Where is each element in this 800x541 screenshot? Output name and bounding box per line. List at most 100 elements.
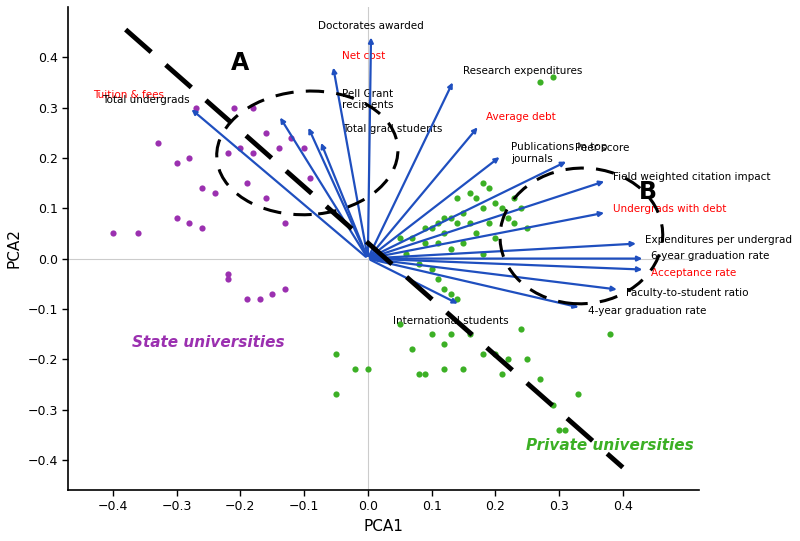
Point [222,149,234,157]
Point [330,390,342,399]
Point [209,189,222,197]
Point [240,294,253,303]
Point [457,209,470,217]
Point [285,134,298,142]
Point [419,224,432,233]
Text: Field weighted citation impact: Field weighted citation impact [614,172,770,182]
Point [534,78,546,87]
Point [438,214,450,223]
Point [425,265,438,273]
Text: Total undergrads: Total undergrads [102,95,190,105]
Point [246,149,259,157]
Point [470,194,482,202]
Point [604,330,617,339]
Point [406,234,419,243]
Text: Peer score: Peer score [575,143,630,153]
Point [438,229,450,237]
Y-axis label: PCA2: PCA2 [7,229,22,268]
Text: Expenditures per undergrad: Expenditures per undergrad [645,235,792,246]
Text: Research expenditures: Research expenditures [463,67,583,76]
Point [170,159,183,167]
Text: International students: International students [393,316,509,326]
Point [278,285,291,293]
Point [463,189,476,197]
Point [413,259,426,268]
Point [438,285,450,293]
Point [450,219,463,228]
Text: Total grad students: Total grad students [342,124,442,134]
Point [489,234,502,243]
Point [553,425,566,434]
Text: Average debt: Average debt [486,111,555,122]
Point [151,138,164,147]
Point [450,294,463,303]
Point [444,289,457,298]
Point [278,219,291,228]
Point [444,244,457,253]
Point [534,375,546,384]
Point [489,199,502,208]
Text: Faculty-to-student ratio: Faculty-to-student ratio [626,288,749,298]
Point [508,219,521,228]
Point [394,234,406,243]
Point [183,219,196,228]
Point [272,143,285,152]
Text: Net cost: Net cost [342,51,386,61]
Point [470,229,482,237]
Text: Publications in top
journals: Publications in top journals [511,142,608,164]
Point [196,224,209,233]
Point [572,390,585,399]
Point [222,269,234,278]
Text: Doctorates awarded: Doctorates awarded [318,21,424,31]
Point [246,103,259,112]
Point [495,204,508,213]
Point [196,184,209,193]
Point [419,370,432,379]
Point [304,174,317,182]
Point [476,249,489,258]
Point [463,330,476,339]
Point [508,194,521,202]
Point [259,128,272,137]
Point [406,345,419,353]
Point [431,219,444,228]
Text: Pell Grant
recipients: Pell Grant recipients [342,89,394,110]
Text: Private universities: Private universities [526,438,694,453]
Point [476,350,489,359]
Point [394,320,406,328]
Point [431,274,444,283]
Point [425,224,438,233]
Point [349,365,362,374]
Point [183,154,196,162]
Text: A: A [231,51,249,75]
Point [106,229,119,237]
Text: 4-year graduation rate: 4-year graduation rate [588,306,706,316]
Point [228,103,241,112]
Point [457,239,470,248]
Point [521,355,534,364]
Point [521,224,534,233]
X-axis label: PCA1: PCA1 [364,519,404,534]
Text: Tuition & fees: Tuition & fees [93,90,164,100]
Point [330,350,342,359]
Point [444,214,457,223]
Point [450,194,463,202]
Text: 6-year graduation rate: 6-year graduation rate [651,250,770,261]
Point [502,214,514,223]
Point [234,143,246,152]
Text: B: B [638,180,657,204]
Point [298,143,310,152]
Point [431,239,444,248]
Point [170,214,183,223]
Point [222,274,234,283]
Point [425,330,438,339]
Point [476,204,489,213]
Text: Undergrads with debt: Undergrads with debt [614,204,726,214]
Point [259,194,272,202]
Point [190,103,202,112]
Point [419,239,432,248]
Point [444,330,457,339]
Point [482,184,495,193]
Point [438,365,450,374]
Point [489,350,502,359]
